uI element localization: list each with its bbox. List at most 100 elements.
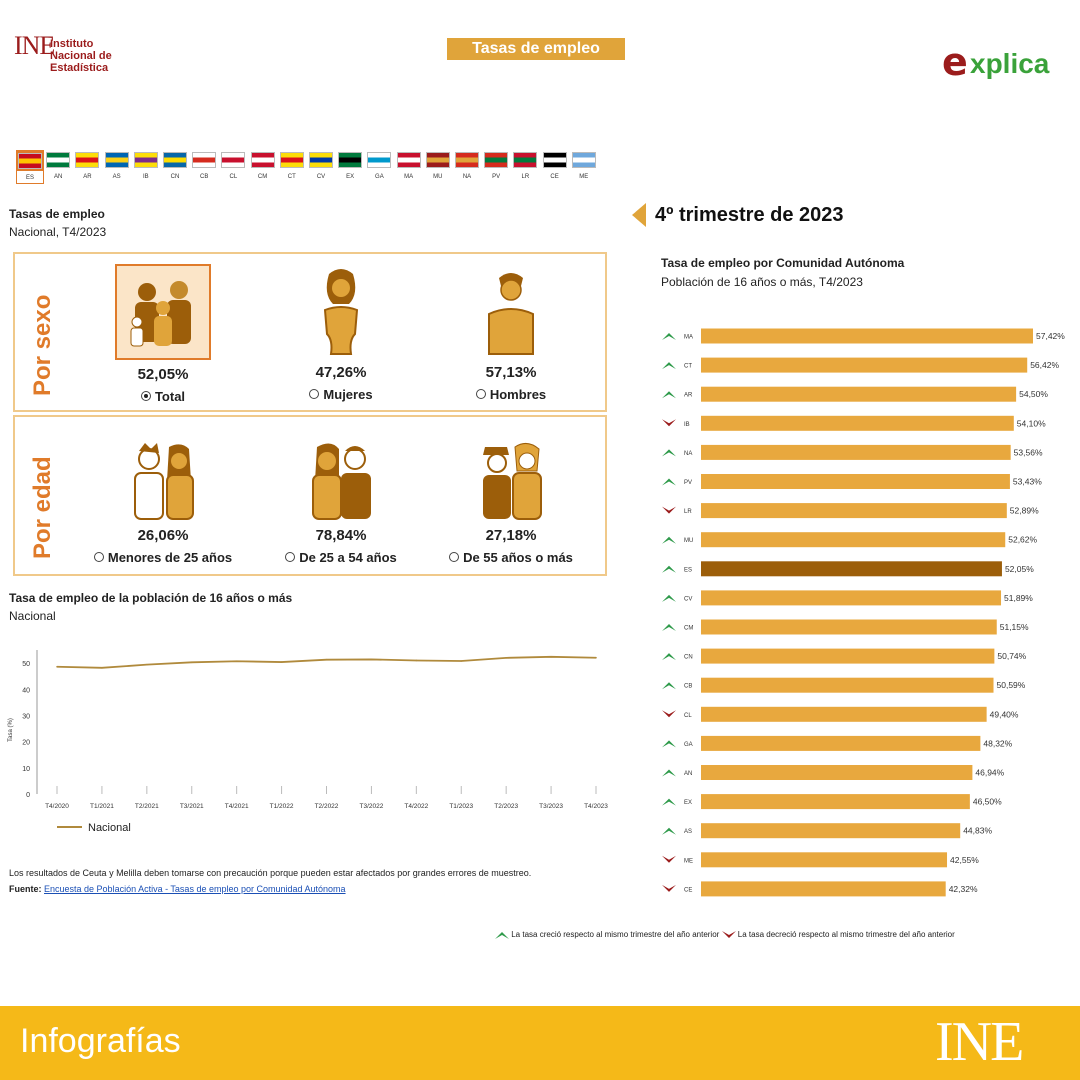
flag-na[interactable]: NA	[454, 152, 480, 181]
bar-ma[interactable]	[701, 328, 1033, 344]
flag-an[interactable]: AN	[45, 152, 71, 181]
source-link[interactable]: Encuesta de Población Activa - Tasas de …	[44, 884, 346, 894]
line-point	[325, 658, 328, 661]
flag-ma[interactable]: MA	[396, 152, 422, 181]
bar-ib[interactable]	[701, 415, 1014, 431]
ine-mark: INE	[14, 31, 55, 60]
age-55-plus-pct: 27,18%	[485, 527, 537, 544]
flag-cm[interactable]: CM	[250, 152, 276, 181]
flag-ar[interactable]: AR	[74, 152, 100, 181]
down-arrow-icon	[662, 855, 676, 863]
flag-pv[interactable]: PV	[483, 152, 509, 181]
x-tick-label: T3/2023	[539, 803, 563, 810]
age-55-plus-label: De 55 años o más	[463, 550, 573, 565]
sex-women-option[interactable]: Mujeres	[251, 387, 431, 402]
bar-category-label: ES	[684, 567, 692, 573]
age-55-plus-option[interactable]: De 55 años o más	[421, 550, 601, 565]
bar-cm[interactable]	[701, 619, 997, 635]
previous-quarter-arrow-icon[interactable]	[632, 203, 646, 227]
down-arrow-icon	[662, 884, 676, 892]
bar-es[interactable]	[701, 561, 1002, 577]
sex-men[interactable]: 57,13% Hombres	[421, 264, 601, 402]
bar-an[interactable]	[701, 765, 973, 780]
x-tick-label: T1/2022	[270, 803, 294, 810]
bar-pv[interactable]	[701, 474, 1010, 489]
bar-ga[interactable]	[701, 735, 981, 751]
explica-logo[interactable]: e xplica	[942, 36, 1072, 90]
group-people-icon	[115, 264, 211, 360]
bar-ex[interactable]	[701, 794, 970, 810]
flag-icon	[425, 152, 450, 168]
sex-total-option[interactable]: Total	[73, 389, 253, 404]
flag-label: LR	[521, 174, 530, 180]
flag-cb[interactable]: CB	[191, 152, 217, 181]
flag-lr[interactable]: LR	[512, 152, 538, 181]
x-tick-label: T2/2021	[135, 803, 159, 810]
flag-label: NA	[462, 174, 472, 180]
radio-unchecked-icon[interactable]	[449, 552, 460, 562]
bar-as[interactable]	[701, 823, 961, 839]
bar-na[interactable]	[701, 444, 1011, 460]
line-point	[460, 660, 463, 662]
flag-icon	[279, 152, 304, 168]
flag-cl[interactable]: CL	[220, 152, 246, 181]
flag-ga[interactable]: GA	[366, 152, 392, 181]
bar-category-label: LR	[684, 509, 692, 515]
age-25-54-label: De 25 a 54 años	[299, 550, 397, 565]
sex-total-pct: 52,05%	[137, 366, 189, 383]
bar-category-label: NA	[684, 451, 692, 457]
flag-mu[interactable]: MU	[425, 152, 451, 181]
y-tick-label: 30	[22, 713, 30, 720]
bar-ar[interactable]	[701, 386, 1017, 402]
bar-mu[interactable]	[701, 532, 1006, 548]
bar-cl[interactable]	[701, 706, 987, 722]
bar-value-label: 44,83%	[963, 826, 992, 836]
bar-cn[interactable]	[701, 648, 995, 664]
legend-series-name: Nacional	[88, 822, 131, 834]
sex-panel: Por sexo 52,05% Total 47,26% Mujeres	[13, 252, 607, 412]
bar-cb[interactable]	[701, 677, 994, 693]
flag-me[interactable]: ME	[571, 152, 597, 181]
radio-checked-icon[interactable]	[140, 391, 151, 401]
up-arrow-icon	[662, 682, 676, 690]
bar-value-label: 54,50%	[1019, 389, 1048, 399]
young-people-icon	[115, 441, 211, 521]
ine-org-name: Instituto Nacional de Estadística	[50, 38, 112, 74]
radio-unchecked-icon[interactable]	[309, 389, 320, 399]
flag-cn[interactable]: CN	[162, 152, 188, 181]
radio-unchecked-icon[interactable]	[93, 552, 104, 562]
bar-cv[interactable]	[701, 590, 1002, 606]
radio-unchecked-icon[interactable]	[475, 389, 486, 399]
flag-ib[interactable]: IB	[133, 152, 159, 181]
flag-label: MU	[433, 174, 443, 180]
radio-unchecked-icon[interactable]	[285, 552, 296, 562]
flag-ce[interactable]: CE	[542, 152, 568, 181]
flag-as[interactable]: AS	[104, 152, 130, 181]
flag-ct[interactable]: CT	[279, 152, 305, 181]
ine-logo[interactable]: INE Instituto Nacional de Estadística	[14, 31, 144, 90]
flag-ex[interactable]: EX	[337, 152, 363, 181]
up-arrow-icon	[495, 931, 509, 939]
source-label: Fuente:	[9, 884, 42, 894]
bar-category-label: MU	[684, 538, 693, 544]
age-55-plus[interactable]: 27,18% De 55 años o más	[421, 441, 601, 565]
bar-lr[interactable]	[701, 503, 1007, 519]
sex-men-option[interactable]: Hombres	[421, 387, 601, 402]
age-under-25[interactable]: 26,06% Menores de 25 años	[73, 441, 253, 565]
flag-es[interactable]: ES	[16, 150, 44, 184]
bar-ce[interactable]	[701, 881, 946, 897]
bar-ct[interactable]	[701, 357, 1028, 373]
flag-cv[interactable]: CV	[308, 152, 334, 181]
bar-me[interactable]	[701, 852, 948, 868]
age-25-54-option[interactable]: De 25 a 54 años	[251, 550, 431, 565]
bar-chart-title: Tasa de empleo por Comunidad Autónoma	[661, 256, 905, 270]
flag-label: ES	[25, 175, 34, 181]
age-under-25-option[interactable]: Menores de 25 años	[73, 550, 253, 565]
flag-label: CV	[316, 174, 326, 180]
sex-women-pct: 47,26%	[315, 364, 367, 381]
sex-women[interactable]: 47,26% Mujeres	[251, 264, 431, 402]
age-25-54[interactable]: 78,84% De 25 a 54 años	[251, 441, 431, 565]
sex-total[interactable]: 52,05% Total	[73, 264, 253, 404]
note-text: Los resultados de Ceuta y Melilla deben …	[9, 868, 532, 878]
quarter-title: 4º trimestre de 2023	[655, 204, 844, 226]
